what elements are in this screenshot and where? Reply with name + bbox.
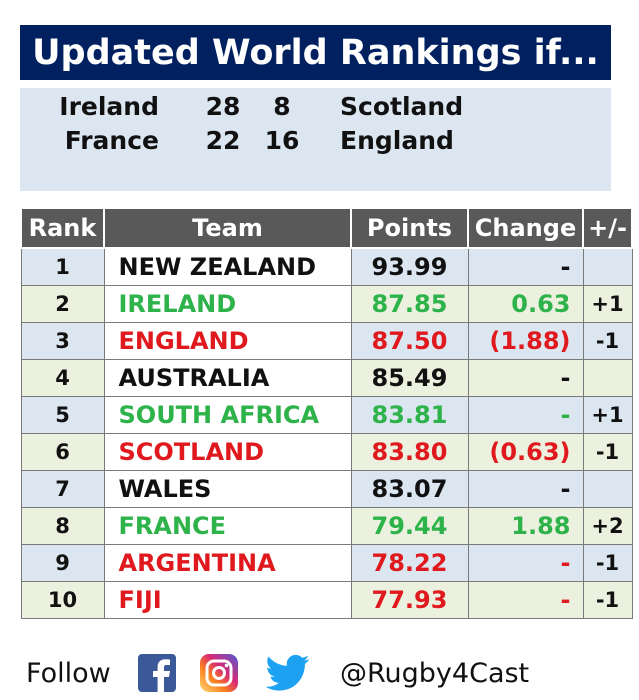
- team-cell: SOUTH AFRICA: [103, 395, 352, 434]
- header-points: Points: [350, 207, 469, 249]
- points-cell: 77.93: [350, 580, 469, 619]
- team-cell: FRANCE: [103, 506, 352, 545]
- instagram-icon[interactable]: [200, 654, 238, 692]
- match-results: Ireland 28 8 Scotland France 22 16 Engla…: [20, 88, 611, 191]
- plusminus-cell: +2: [582, 506, 633, 545]
- table-row: 1 NEW ZEALAND 93.99-: [20, 247, 633, 286]
- home-team: Ireland: [59, 92, 159, 121]
- away-score: 8: [273, 92, 291, 121]
- table-row: 8 FRANCE 79.44 1.88 +2: [20, 506, 633, 545]
- table-row: 2 IRELAND 87.85 0.63 +1: [20, 284, 633, 323]
- home-score: 22: [205, 126, 241, 155]
- rank-cell: 1: [20, 247, 105, 286]
- points-cell: 79.44: [350, 506, 469, 545]
- change-cell: -: [467, 395, 584, 434]
- change-cell: -: [467, 358, 584, 397]
- rank-cell: 2: [20, 284, 105, 323]
- header-team: Team: [103, 207, 352, 249]
- team-cell: NEW ZEALAND: [103, 247, 352, 286]
- twitter-handle[interactable]: @Rugby4Cast: [340, 658, 530, 689]
- rank-cell: 8: [20, 506, 105, 545]
- points-cell: 87.85: [350, 284, 469, 323]
- change-cell: -: [467, 580, 584, 619]
- rank-cell: 9: [20, 543, 105, 582]
- plusminus-cell: [582, 247, 633, 286]
- change-cell: -: [467, 247, 584, 286]
- page-title: Updated World Rankings if...: [20, 25, 611, 80]
- change-cell: -: [467, 543, 584, 582]
- plusminus-cell: +1: [582, 395, 633, 434]
- team-cell: FIJI: [103, 580, 352, 619]
- result-row: France 22 16 England: [20, 124, 611, 158]
- change-cell: -: [467, 469, 584, 508]
- points-cell: 83.07: [350, 469, 469, 508]
- away-score: 16: [264, 126, 300, 155]
- team-cell: ARGENTINA: [103, 543, 352, 582]
- points-cell: 78.22: [350, 543, 469, 582]
- rank-cell: 10: [20, 580, 105, 619]
- header-plusminus: +/-: [582, 207, 633, 249]
- table-row: 9 ARGENTINA 78.22- -1: [20, 543, 633, 582]
- footer: Follow @Rugby4Cast: [0, 650, 639, 700]
- table-row: 10 FIJI 77.93- -1: [20, 580, 633, 619]
- change-cell: 1.88: [467, 506, 584, 545]
- table-row: 7 WALES 83.07-: [20, 469, 633, 508]
- plusminus-cell: -1: [582, 580, 633, 619]
- rank-cell: 3: [20, 321, 105, 360]
- table-header: Rank Team Points Change +/-: [20, 207, 633, 249]
- change-cell: 0.63: [467, 284, 584, 323]
- points-cell: 85.49: [350, 358, 469, 397]
- home-score: 28: [205, 92, 241, 121]
- away-team: England: [340, 126, 454, 155]
- table-row: 3 ENGLAND 87.50 (1.88) -1: [20, 321, 633, 360]
- table-row: 6 SCOTLAND 83.80 (0.63) -1: [20, 432, 633, 471]
- rank-cell: 5: [20, 395, 105, 434]
- plusminus-cell: -1: [582, 543, 633, 582]
- points-cell: 93.99: [350, 247, 469, 286]
- team-cell: WALES: [103, 469, 352, 508]
- plusminus-cell: +1: [582, 284, 633, 323]
- team-cell: IRELAND: [103, 284, 352, 323]
- home-team: France: [64, 126, 159, 155]
- away-team: Scotland: [340, 92, 464, 121]
- rankings-table: Rank Team Points Change +/- 1 NEW ZEALAND…: [20, 207, 633, 619]
- team-cell: AUSTRALIA: [103, 358, 352, 397]
- header-rank: Rank: [20, 207, 105, 249]
- team-cell: SCOTLAND: [103, 432, 352, 471]
- rank-cell: 4: [20, 358, 105, 397]
- follow-label: Follow: [26, 658, 111, 689]
- facebook-icon[interactable]: [138, 654, 176, 692]
- points-cell: 87.50: [350, 321, 469, 360]
- twitter-icon[interactable]: [266, 654, 310, 692]
- plusminus-cell: -1: [582, 432, 633, 471]
- points-cell: 83.80: [350, 432, 469, 471]
- header-change: Change: [467, 207, 584, 249]
- change-cell: (1.88): [467, 321, 584, 360]
- team-cell: ENGLAND: [103, 321, 352, 360]
- rank-cell: 7: [20, 469, 105, 508]
- plusminus-cell: [582, 469, 633, 508]
- plusminus-cell: -1: [582, 321, 633, 360]
- result-row: Ireland 28 8 Scotland: [20, 90, 611, 124]
- plusminus-cell: [582, 358, 633, 397]
- points-cell: 83.81: [350, 395, 469, 434]
- table-row: 4 AUSTRALIA 85.49-: [20, 358, 633, 397]
- table-row: 5 SOUTH AFRICA 83.81- +1: [20, 395, 633, 434]
- rank-cell: 6: [20, 432, 105, 471]
- change-cell: (0.63): [467, 432, 584, 471]
